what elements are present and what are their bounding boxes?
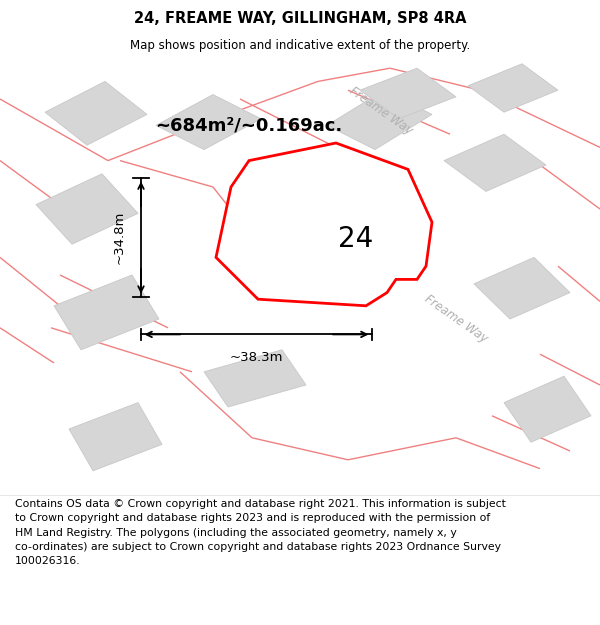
Text: Map shows position and indicative extent of the property.: Map shows position and indicative extent… xyxy=(130,39,470,51)
Text: ~38.3m: ~38.3m xyxy=(230,351,283,364)
Text: ~34.8m: ~34.8m xyxy=(113,211,126,264)
Text: Contains OS data © Crown copyright and database right 2021. This information is : Contains OS data © Crown copyright and d… xyxy=(15,499,506,566)
Polygon shape xyxy=(204,350,306,407)
Polygon shape xyxy=(504,376,591,442)
Text: Freame Way: Freame Way xyxy=(422,292,490,346)
Polygon shape xyxy=(327,90,432,149)
Polygon shape xyxy=(468,64,558,112)
Polygon shape xyxy=(360,68,456,119)
Polygon shape xyxy=(69,402,162,471)
Text: ~684m²/~0.169ac.: ~684m²/~0.169ac. xyxy=(155,116,343,134)
Polygon shape xyxy=(474,258,570,319)
Polygon shape xyxy=(45,81,147,145)
Polygon shape xyxy=(156,94,261,149)
Text: 24: 24 xyxy=(338,224,373,253)
Text: 24, FREAME WAY, GILLINGHAM, SP8 4RA: 24, FREAME WAY, GILLINGHAM, SP8 4RA xyxy=(134,11,466,26)
Polygon shape xyxy=(444,134,546,191)
Text: Freame Way: Freame Way xyxy=(347,84,415,138)
Polygon shape xyxy=(36,174,138,244)
Polygon shape xyxy=(54,275,159,350)
Polygon shape xyxy=(216,143,432,306)
